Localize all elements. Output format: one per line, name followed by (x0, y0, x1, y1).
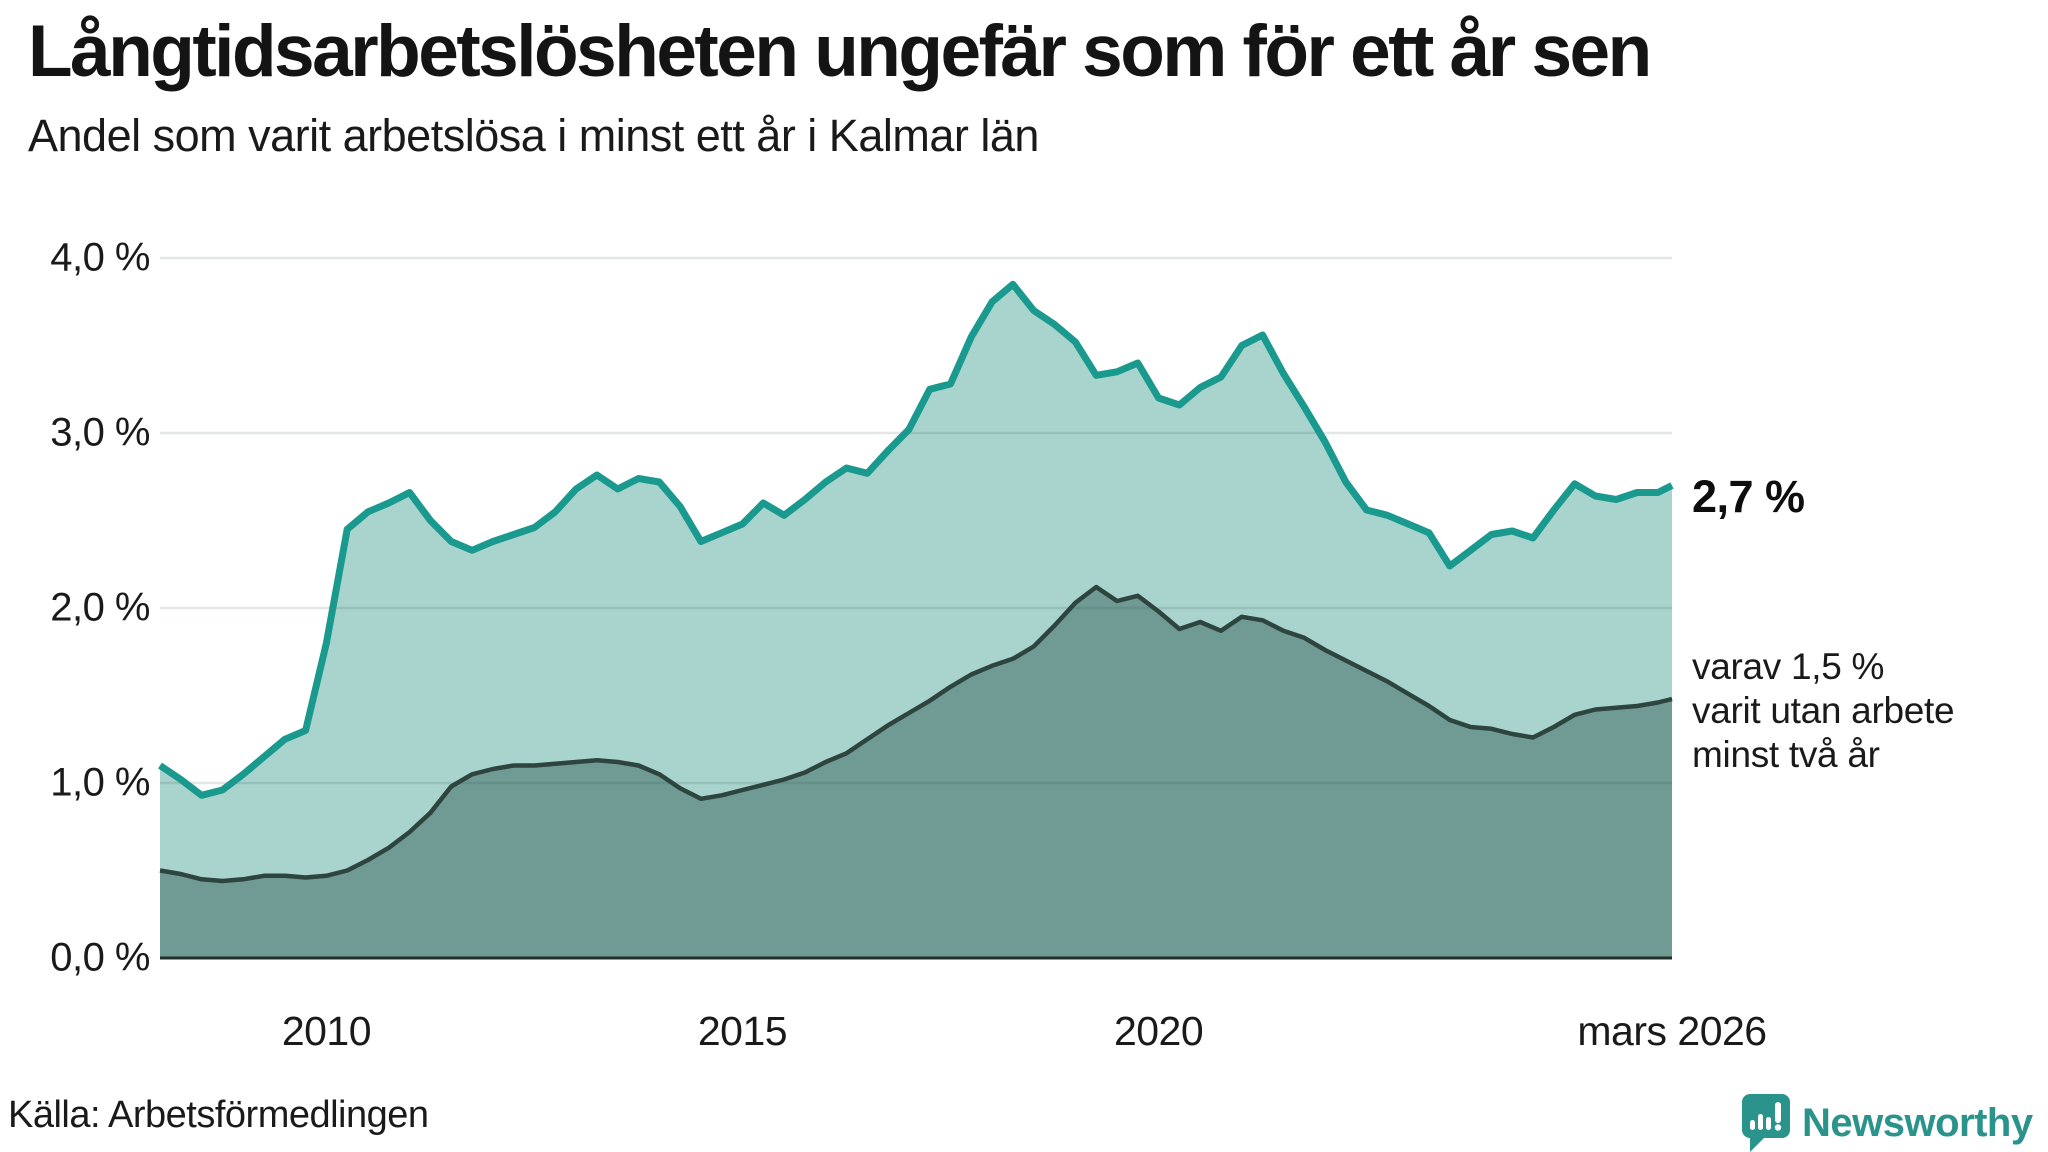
line-one-year (158, 280, 1674, 799)
newsworthy-icon (1742, 1094, 1790, 1152)
annotation-line: varit utan arbete (1692, 690, 1955, 731)
series-two-year-annotation: varav 1,5 % varit utan arbete minst två … (1692, 645, 1955, 777)
x-tick-label: 2015 (697, 1008, 788, 1054)
newsworthy-wordmark: Newsworthy (1802, 1100, 2033, 1145)
y-tick-label: 2,0 % (50, 585, 150, 630)
source-attribution: Källa: Arbetsförmedlingen (8, 1094, 429, 1136)
y-tick-label: 0,0 % (50, 935, 150, 980)
series-end-value-label: 2,7 % (1692, 471, 1805, 522)
x-tick-label: mars 2026 (1577, 1008, 1767, 1054)
y-tick-label: 4,0 % (50, 235, 150, 280)
annotation-line: varav 1,5 % (1692, 646, 1885, 687)
x-tick-label: 2020 (1113, 1008, 1204, 1054)
x-tick-label: 2010 (281, 1008, 372, 1054)
y-tick-label: 1,0 % (50, 760, 150, 805)
newsworthy-logo: Newsworthy (1742, 1094, 2033, 1152)
chart-subtitle: Andel som varit arbetslösa i minst ett å… (28, 110, 1039, 161)
annotation-line: minst två år (1692, 734, 1880, 775)
page-title: Långtidsarbetslösheten ungefär som för e… (28, 11, 1652, 92)
y-tick-label: 3,0 % (50, 410, 150, 455)
line-two-years (159, 584, 1673, 884)
area-fill-two-years (160, 587, 1672, 958)
